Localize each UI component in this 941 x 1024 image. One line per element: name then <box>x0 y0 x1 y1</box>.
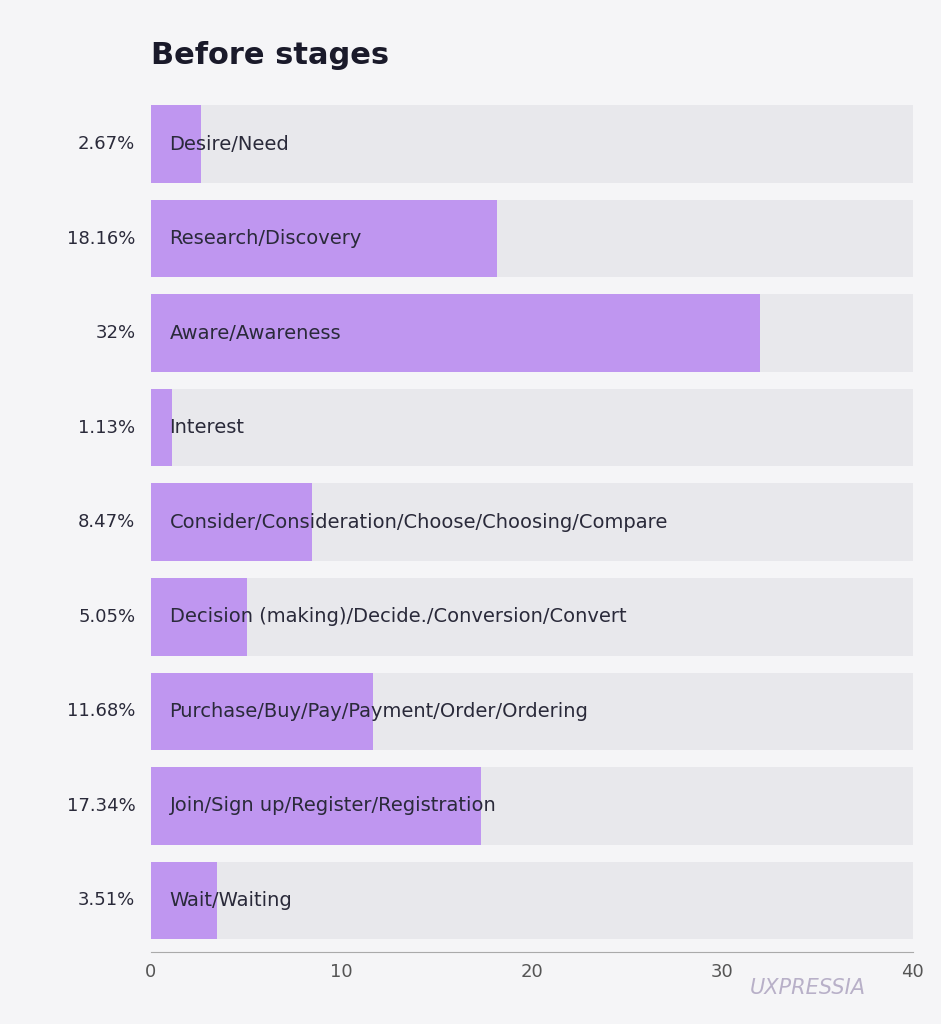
Bar <box>151 200 497 278</box>
Text: 1.13%: 1.13% <box>78 419 136 436</box>
Bar <box>151 578 913 655</box>
Text: Desire/Need: Desire/Need <box>169 134 290 154</box>
Bar <box>151 105 201 183</box>
Text: 17.34%: 17.34% <box>67 797 136 815</box>
Bar <box>151 767 481 845</box>
Text: Purchase/Buy/Pay/Payment/Order/Ordering: Purchase/Buy/Pay/Payment/Order/Ordering <box>169 701 588 721</box>
Text: Research/Discovery: Research/Discovery <box>169 229 362 248</box>
Text: Decision (making)/Decide./Conversion/Convert: Decision (making)/Decide./Conversion/Con… <box>169 607 627 627</box>
Bar <box>151 105 913 183</box>
Bar <box>151 389 172 467</box>
Bar <box>151 767 913 845</box>
Text: 2.67%: 2.67% <box>78 135 136 154</box>
Text: 3.51%: 3.51% <box>78 891 136 909</box>
Bar <box>151 295 913 372</box>
Bar <box>151 861 217 939</box>
Bar <box>151 483 312 561</box>
Bar <box>151 483 913 561</box>
Text: Join/Sign up/Register/Registration: Join/Sign up/Register/Registration <box>169 797 496 815</box>
Text: Interest: Interest <box>169 418 245 437</box>
Text: Aware/Awareness: Aware/Awareness <box>169 324 342 343</box>
Text: 5.05%: 5.05% <box>78 608 136 626</box>
Bar <box>151 200 913 278</box>
Text: Consider/Consideration/Choose/Choosing/Compare: Consider/Consideration/Choose/Choosing/C… <box>169 513 668 531</box>
Text: Before stages: Before stages <box>151 41 389 71</box>
Bar <box>151 861 913 939</box>
Bar <box>151 389 913 467</box>
Bar <box>151 673 913 750</box>
Text: 18.16%: 18.16% <box>67 229 136 248</box>
Text: 11.68%: 11.68% <box>67 702 136 720</box>
Bar <box>151 673 374 750</box>
Text: 32%: 32% <box>95 325 136 342</box>
Text: 8.47%: 8.47% <box>78 513 136 531</box>
Text: UXPRESSIA: UXPRESSIA <box>750 978 866 998</box>
Text: Wait/Waiting: Wait/Waiting <box>169 891 293 910</box>
Bar <box>151 578 247 655</box>
Bar <box>151 295 760 372</box>
